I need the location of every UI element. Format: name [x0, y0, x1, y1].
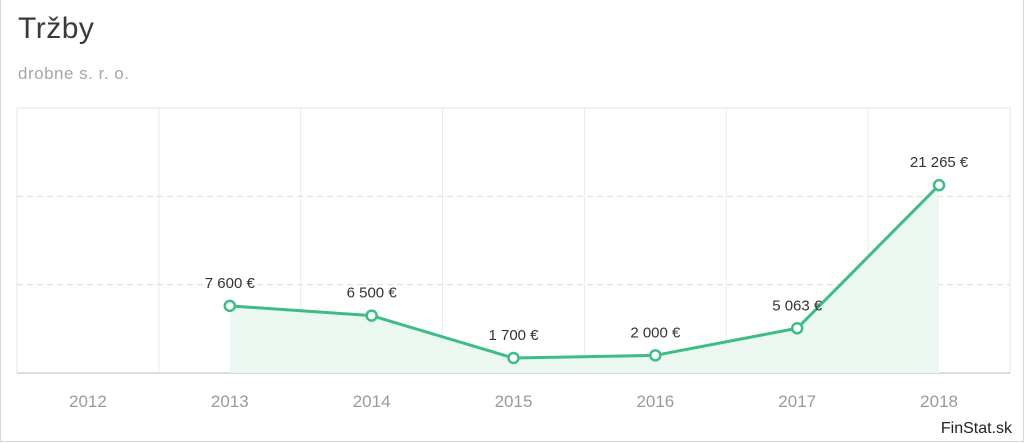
data-label-2015: 1 700 €	[488, 327, 539, 344]
x-tick-label: 2017	[778, 392, 816, 411]
data-label-2014: 6 500 €	[347, 285, 398, 302]
series-line	[229, 184, 941, 360]
data-labels: 7 600 € 6 500 € 1 700 € 2 000 € 5 063 € 21 26…	[205, 154, 969, 344]
data-point-2014[interactable]	[365, 309, 378, 322]
data-label-2016: 2 000 €	[630, 324, 681, 341]
x-tick-label: 2012	[69, 392, 107, 411]
series-line-path	[229, 184, 941, 360]
area-fill	[229, 185, 940, 373]
data-point-2018[interactable]	[932, 178, 946, 192]
x-axis-ticks: 2012 2013 2014 2015 2016 2017 2018	[69, 392, 958, 411]
data-label-2018: 21 265 €	[910, 154, 969, 171]
series-area	[229, 185, 940, 373]
chart-subtitle: drobne s. r. o.	[18, 64, 130, 83]
data-label-2017: 5 063 €	[772, 297, 823, 314]
data-point-2016[interactable]	[649, 349, 662, 362]
x-tick-label: 2014	[353, 392, 391, 411]
x-tick-label: 2016	[636, 392, 674, 411]
x-tick-label: 2015	[495, 392, 533, 411]
data-point-2017[interactable]	[790, 322, 804, 335]
data-point-2013[interactable]	[223, 299, 237, 313]
x-tick-label: 2013	[211, 392, 249, 411]
source-credit[interactable]: FinStat.sk	[940, 420, 1012, 437]
data-points	[223, 178, 946, 365]
x-tick-label: 2018	[920, 392, 958, 411]
chart-title: Tržby	[18, 12, 95, 45]
data-label-2013: 7 600 €	[205, 275, 256, 292]
data-point-2015[interactable]	[507, 351, 520, 365]
